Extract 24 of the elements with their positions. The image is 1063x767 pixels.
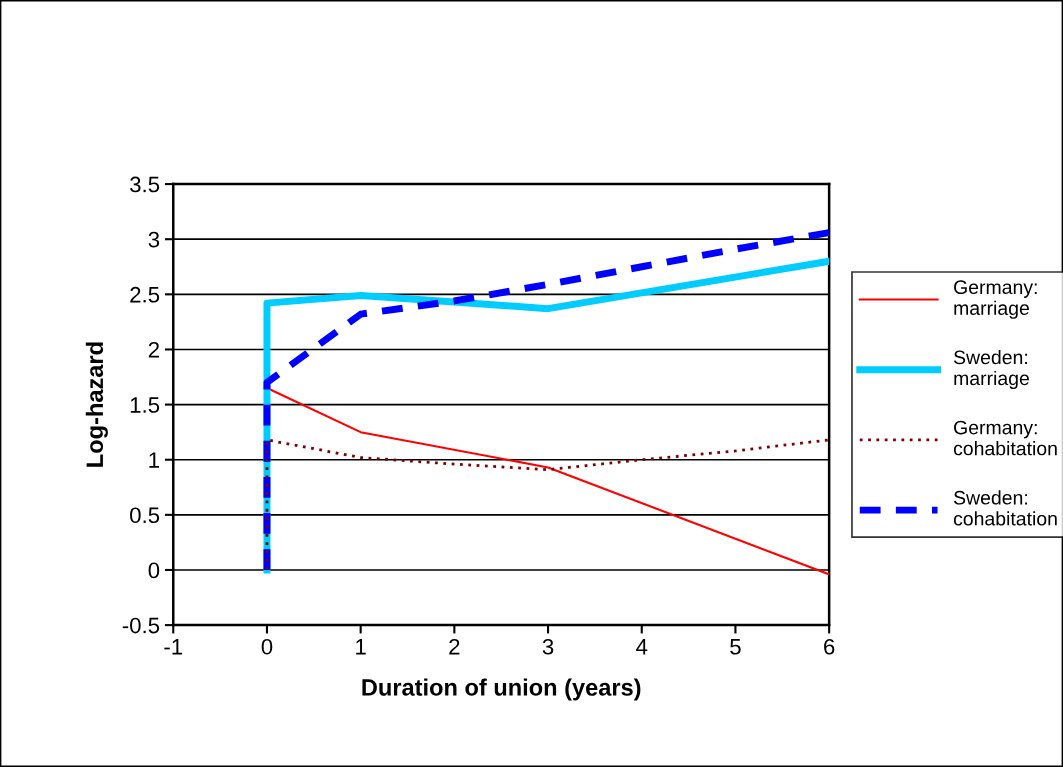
y-axis-title: Log-hazard <box>85 342 108 467</box>
x-tick-label: 3 <box>542 638 554 655</box>
x-tick-label: 4 <box>636 639 648 655</box>
y-tick-label: 0 <box>148 562 160 579</box>
y-tick-label: 1.5 <box>130 397 160 413</box>
y-tick-label: 3.5 <box>130 176 160 193</box>
legend-label: Sweden: marriage <box>953 349 1029 390</box>
legend-label: Germany: cohabitation <box>953 420 1057 456</box>
y-tick-label: 1 <box>149 452 159 468</box>
legend-label: Germany: marriage <box>954 280 1037 319</box>
legend-label: Sweden: cohabitation <box>953 490 1057 526</box>
line-series <box>265 438 830 572</box>
y-tick-label: -0.5 <box>122 617 160 634</box>
y-tick-label: 2.5 <box>130 286 160 303</box>
x-tick-label: 0 <box>261 638 273 655</box>
x-axis-title: Duration of union (years) <box>362 678 641 701</box>
x-tick-label: 1 <box>356 639 366 655</box>
y-tick-label: 2 <box>148 342 159 358</box>
y-tick-label: 0.5 <box>130 507 160 524</box>
x-tick-label: -1 <box>164 639 183 655</box>
x-tick-label: 6 <box>824 638 835 655</box>
y-tick-label: 3 <box>148 231 160 248</box>
x-tick-label: 2 <box>449 638 460 655</box>
x-tick-label: 5 <box>730 639 741 655</box>
